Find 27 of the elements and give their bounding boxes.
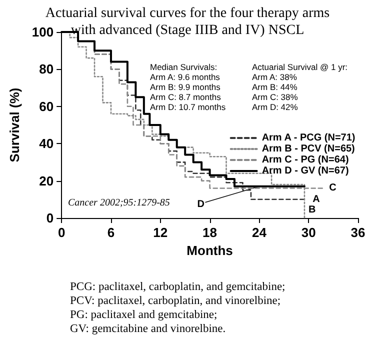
x-tick-label: 30: [301, 225, 316, 240]
annotation: Cancer 2002;95:1279-85: [68, 198, 170, 208]
x-axis-title: Months: [186, 243, 233, 258]
y-tick-label: 60: [39, 98, 54, 114]
y-tick-label: 100: [32, 24, 54, 40]
x-tick-label: 6: [107, 225, 115, 240]
legend-label: Arm B - PCV (N=65): [262, 144, 355, 154]
text: PCG: paclitaxel, carboplatin, and gemcitabine; PCV: paclitaxel, carboplatin, and vinorelbine; PG: paclitaxel and gemcitabine; GV: gemcitabine and vinorelbine.: [70, 281, 286, 335]
legend-label: Arm C - PG (N=64): [262, 154, 349, 166]
annotation: A: [312, 194, 320, 205]
y-tick-label: 20: [39, 173, 54, 188]
legend-label: Arm A - PCG (N=71): [262, 132, 356, 144]
y-tick-label: 0: [46, 210, 54, 226]
annotation: B: [308, 204, 316, 216]
x-tick-label: 0: [58, 225, 66, 240]
x-tick-label: 18: [202, 225, 218, 240]
x-tick-label: 36: [350, 225, 366, 240]
legend-label: Arm D - GV (N=67): [262, 166, 349, 176]
annotation: Median Survivals: Arm A: 9.6 months Arm B: 9.9 months Arm C: 8.7 months Arm D: 10.7 months: [150, 62, 226, 112]
x-tick-label: 12: [153, 225, 168, 240]
y-tick-label: 40: [39, 136, 54, 152]
annotation: Actuarial Survival @ 1 yr: Arm A: 38% Arm B: 44% Arm C: 38% Arm D: 42%: [252, 62, 348, 112]
y-axis-title: Survival (%): [7, 88, 22, 162]
annotation: D: [197, 198, 204, 210]
x-tick-label: 24: [252, 225, 268, 240]
y-tick-label: 80: [39, 62, 54, 77]
annotation: C: [329, 182, 336, 194]
